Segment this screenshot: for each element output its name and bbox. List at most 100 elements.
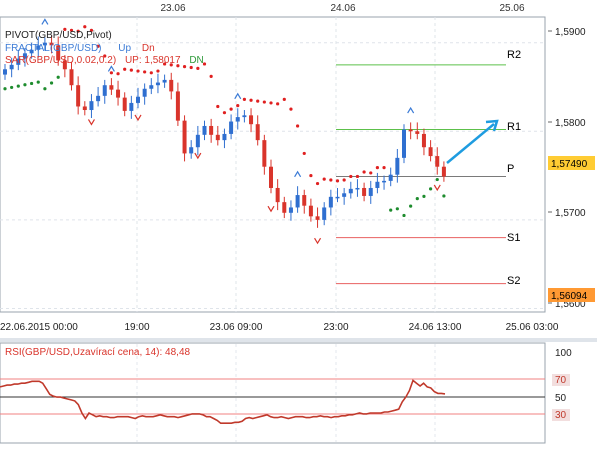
sar-dot (442, 194, 446, 198)
fractal-up-icon (294, 170, 302, 178)
pivot-label-s1: S1 (507, 232, 520, 244)
price-axis[interactable]: 1,5900 1,5800 1,5700 1,5600 1,57490 1,56… (548, 27, 595, 310)
sar-dot (69, 28, 74, 32)
candle-body (175, 91, 180, 121)
candle-body (402, 129, 406, 158)
rsi-panel[interactable] (0, 342, 546, 444)
main-panel[interactable] (0, 16, 546, 313)
candle-body (249, 115, 254, 125)
candle-body (308, 205, 313, 217)
sar-dot (202, 62, 207, 66)
top-date-label: 24.06 (330, 3, 355, 14)
sar-dot (262, 100, 266, 104)
candle-body (182, 120, 187, 154)
sar-dot (129, 68, 133, 72)
sar-dot (349, 174, 353, 179)
candle-body (322, 207, 327, 220)
sar-dots (3, 25, 446, 218)
candle-body (82, 106, 87, 111)
candle-body (102, 85, 107, 96)
sar-dot (83, 25, 87, 29)
fractal-up-icon (41, 18, 49, 25)
sar-dot (156, 69, 160, 73)
candle-body (3, 69, 7, 75)
grid (0, 17, 545, 312)
sar-dot (10, 85, 14, 90)
rsi-tick-70: 70 (555, 375, 567, 386)
rsi-axis[interactable]: 100 70 50 30 (552, 348, 572, 421)
sar-dot (36, 80, 40, 84)
sar-dot (315, 181, 320, 186)
candle-body (96, 95, 101, 102)
time-axis[interactable]: 22.06.2015 00:00 19:00 23.06 09:00 23:00… (0, 322, 559, 333)
rsi-grid (136, 344, 436, 442)
candle-body (155, 82, 160, 86)
sar-dot (302, 151, 306, 156)
sar-dot (89, 28, 94, 32)
sar-dot (256, 99, 260, 103)
candle-body (149, 85, 154, 89)
candle-body (122, 97, 127, 111)
candle-body (269, 166, 273, 188)
candle-body (89, 101, 94, 111)
candle-body (189, 147, 194, 154)
legend-fractal-name: FRACTAL(GBP/USD) (5, 43, 102, 54)
sar-dot (409, 204, 413, 208)
sar-dot (422, 194, 426, 198)
sar-dot (189, 65, 193, 70)
sar-dot (209, 74, 213, 78)
legend-sar: SAR(GBP/USD,0.02,0.2) UP: 1,58017 DN (5, 55, 204, 66)
sar-dot (402, 213, 406, 218)
candle-body (129, 102, 134, 111)
candle-body (302, 195, 307, 206)
time-tick: 23:00 (323, 322, 348, 333)
sar-dot (136, 69, 140, 73)
time-tick: 23.06 09:00 (210, 322, 263, 333)
candle-body (215, 134, 220, 141)
candle-body (162, 79, 167, 83)
fractal-up-icon (234, 92, 242, 100)
sar-dot (369, 171, 373, 175)
legend-fractal-dn: Dn (142, 43, 155, 54)
legend-pivot: PIVOT(GBP/USD,Pivot) (5, 30, 112, 41)
sar-dot (435, 177, 439, 182)
candle-body (222, 133, 227, 141)
current-price-badge (548, 156, 595, 170)
rsi-title: RSI(GBP/USD,Uzavírací cena, 14): 48,48 (5, 347, 191, 358)
candle-body (408, 129, 413, 132)
candle-body (328, 196, 333, 208)
candle-body (49, 42, 54, 46)
price-tick: 1,5900 (555, 27, 586, 38)
pivot-levels (336, 64, 506, 285)
candle-body (282, 202, 287, 213)
pivot-label-r1: R1 (507, 121, 521, 133)
candle-body (16, 58, 21, 65)
candle-body (202, 125, 207, 135)
sar-dot (342, 178, 346, 182)
sar-dot (96, 44, 100, 48)
candlestick-series (3, 35, 446, 228)
sar-dot (362, 170, 366, 174)
candle-body (209, 125, 214, 135)
candle-body (375, 181, 380, 188)
fractal-down-icon (194, 152, 202, 160)
fractal-up-icon (407, 106, 415, 114)
rsi-line (0, 379, 446, 424)
candle-body (255, 124, 260, 141)
candle-body (36, 45, 41, 50)
sar-dot (196, 66, 200, 70)
current-price-label: 1,57490 (551, 159, 588, 170)
sar-dot (236, 103, 240, 108)
top-date-label: 23.06 (160, 3, 185, 14)
time-tick: 25.06 03:00 (506, 322, 559, 333)
sar-dot (76, 29, 80, 33)
sar-dot (355, 174, 360, 179)
candle-body (136, 96, 140, 103)
candle-body (262, 140, 267, 167)
sar-dot (329, 178, 333, 182)
sar-dot (143, 70, 147, 74)
candle-body (368, 187, 373, 196)
candle-body (382, 180, 387, 183)
sar-dot (116, 72, 120, 76)
